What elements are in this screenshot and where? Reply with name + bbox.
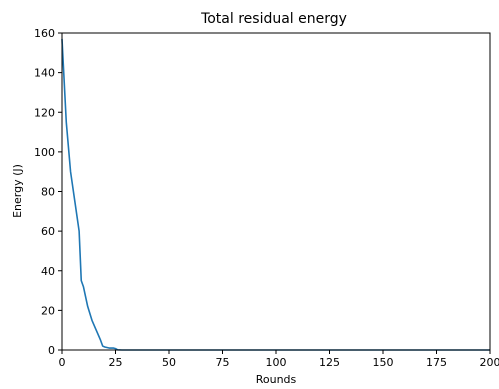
series-line-0 [62,39,490,350]
x-tick-label-25: 25 [109,356,123,369]
x-tick-label-175: 175 [426,356,447,369]
plot-area [62,39,490,350]
y-tick-label-160: 160 [34,27,55,40]
plot-frame [62,33,490,350]
y-tick-label-80: 80 [41,186,55,199]
y-axis-label: Energy (J) [11,164,24,218]
y-tick-label-0: 0 [48,344,55,357]
x-tick-label-100: 100 [266,356,287,369]
y-tick-label-140: 140 [34,67,55,80]
y-tick-label-40: 40 [41,265,55,278]
x-tick-label-0: 0 [59,356,66,369]
y-tick-label-100: 100 [34,146,55,159]
y-tick-label-20: 20 [41,304,55,317]
x-axis-label: Rounds [256,373,297,385]
x-tick-label-125: 125 [319,356,340,369]
x-tick-label-200: 200 [480,356,499,369]
chart-title: Total residual energy [200,11,347,27]
y-tick-label-60: 60 [41,225,55,238]
x-tick-label-150: 150 [373,356,394,369]
y-tick-label-120: 120 [34,106,55,119]
x-tick-label-50: 50 [162,356,176,369]
x-tick-label-75: 75 [216,356,230,369]
axes: 0 25 50 75 100 125 150 175 200 0 20 40 60 80 100 120 140… [34,27,499,369]
